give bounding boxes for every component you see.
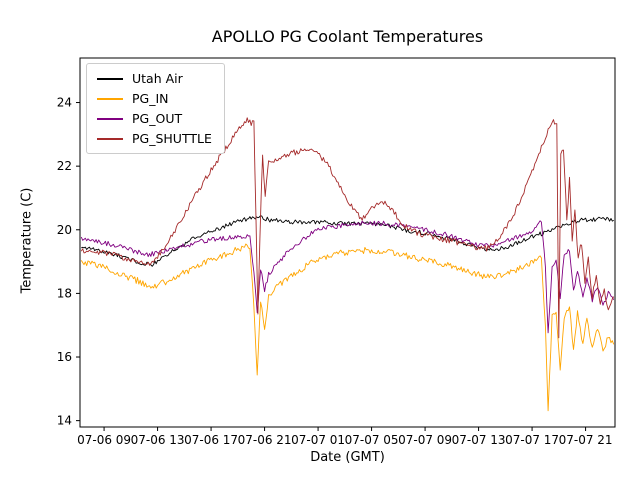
legend-entry-pg-out: PG_OUT xyxy=(97,111,212,126)
y-tick-label: 14 xyxy=(57,414,72,428)
x-tick-label: 07-07 05 xyxy=(345,433,399,447)
x-tick-label: 07-06 13 xyxy=(131,433,185,447)
legend-swatch xyxy=(97,137,123,140)
legend-entry-utah-air: Utah Air xyxy=(97,71,212,86)
y-tick-label: 18 xyxy=(57,286,72,300)
legend: Utah Air PG_IN PG_OUT PG_SHUTTLE xyxy=(86,63,225,154)
legend-entry-pg-shuttle: PG_SHUTTLE xyxy=(97,131,212,146)
y-axis-label: Temperature (C) xyxy=(19,187,35,294)
series-line-pg-shuttle xyxy=(80,117,615,339)
series-line-utah-air xyxy=(81,215,614,267)
series-line-pg-out xyxy=(80,220,615,334)
x-tick-label: 07-07 13 xyxy=(452,433,506,447)
x-tick-label: 07-07 09 xyxy=(398,433,452,447)
x-tick-label: 07-07 17 xyxy=(505,433,559,447)
x-axis-label: Date (GMT) xyxy=(310,450,385,465)
y-tick-label: 20 xyxy=(57,223,72,237)
legend-label: PG_SHUTTLE xyxy=(132,131,212,146)
legend-entry-pg-in: PG_IN xyxy=(97,91,212,106)
y-tick-label: 22 xyxy=(57,159,72,173)
x-tick-label: 07-06 21 xyxy=(238,433,292,447)
x-tick-label: 07-06 17 xyxy=(184,433,238,447)
chart-title: APOLLO PG Coolant Temperatures xyxy=(211,27,484,46)
legend-swatch xyxy=(97,117,123,120)
x-tick-label: 07-06 09 xyxy=(77,433,131,447)
legend-swatch xyxy=(97,77,123,80)
axes-frame xyxy=(79,57,616,428)
legend-label: PG_IN xyxy=(132,91,169,106)
legend-swatch xyxy=(97,97,123,100)
x-tick-label: 07-07 21 xyxy=(559,433,613,447)
y-tick-label: 24 xyxy=(57,96,72,110)
legend-label: Utah Air xyxy=(132,71,183,86)
y-tick-label: 16 xyxy=(57,350,72,364)
series-line-pg-in xyxy=(80,243,615,412)
legend-label: PG_OUT xyxy=(132,111,183,126)
x-tick-label: 07-07 01 xyxy=(291,433,345,447)
